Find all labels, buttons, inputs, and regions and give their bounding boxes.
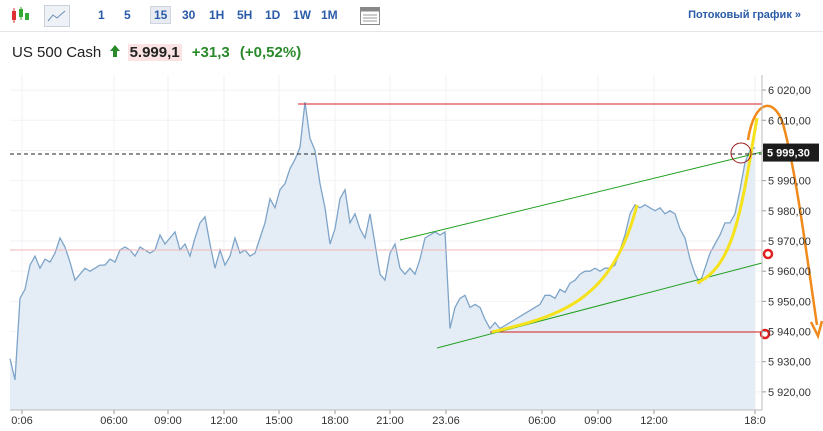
area-fill: [10, 102, 755, 410]
interval-button[interactable]: 15: [150, 6, 172, 24]
x-tick-label: 18:0: [744, 415, 765, 427]
interval-button[interactable]: 5H: [237, 8, 253, 22]
table-icon[interactable]: [360, 7, 380, 25]
interval-button[interactable]: 1W: [293, 8, 311, 22]
y-tick-label: 5 940,00: [768, 327, 811, 339]
interval-button[interactable]: 30: [182, 8, 196, 22]
y-tick-label: 5 960,00: [768, 266, 811, 278]
y-tick-label: 5 970,00: [768, 236, 811, 248]
y-tick-label: 5 980,00: [768, 206, 811, 218]
up-arrow: [110, 45, 121, 57]
x-tick-label: 15:00: [265, 415, 293, 427]
x-tick-label: 12:00: [210, 415, 238, 427]
price-line: [9, 102, 756, 380]
interval-button[interactable]: 5: [124, 8, 131, 22]
y-tick-label: 5 990,00: [768, 176, 811, 188]
change: +31,3: [191, 44, 230, 61]
streaming-link[interactable]: Потоковый график »: [688, 9, 801, 21]
last-price-box: [763, 143, 819, 162]
marker-circle: [762, 248, 774, 260]
interval-button[interactable]: 1D: [265, 8, 281, 22]
interval-button[interactable]: 1H: [209, 8, 225, 22]
forecast-arrow: [746, 104, 819, 326]
interval-button[interactable]: 1: [98, 8, 105, 22]
channel-line: [399, 151, 763, 241]
last-price-label: 5 999,30: [767, 148, 810, 160]
x-tick-label: 09:00: [584, 415, 612, 427]
marker-circle: [759, 328, 771, 340]
area-icon[interactable]: [44, 5, 70, 27]
y-tick-label: 6 010,00: [768, 115, 811, 127]
trend-curve: [491, 204, 639, 334]
marker-circle: [730, 142, 752, 164]
change-percent: (+0,52%): [239, 44, 302, 61]
annotations: [10, 103, 823, 349]
axis-layer: 5 920,00 5 930,00 5 940,00 5 950,00 5 960,00…: [10, 75, 819, 427]
x-tick-label: 06:00: [528, 415, 556, 427]
x-tick-label: 09:00: [154, 415, 182, 427]
y-tick-label: 5 930,00: [768, 357, 811, 369]
y-tick-label: 5 920,00: [768, 387, 811, 399]
x-tick-label: 23.06: [432, 415, 460, 427]
x-tick-label: 06:00: [100, 415, 128, 427]
x-tick-label: 18:00: [321, 415, 349, 427]
quote-header: US 500 Cash 5.999,1 +31,3 (+0,52%): [12, 43, 301, 61]
plot-area: Investing.com: [9, 75, 762, 410]
x-tick-label: 0:06: [11, 415, 32, 427]
x-tick-label: 21:00: [376, 415, 404, 427]
y-tick-label: 5 950,00: [768, 296, 811, 308]
arrow-head: [809, 320, 823, 340]
toolbar: 1 5 15 30 1H 5H 1D 1W 1M Потоковый график »: [0, 0, 823, 32]
y-tick-label: 6 020,00: [768, 85, 811, 97]
candles-icon[interactable]: [10, 6, 30, 26]
last-price: 5.999,1: [127, 44, 182, 61]
instrument-name: US 500 Cash: [12, 44, 102, 61]
x-tick-label: 12:00: [640, 415, 668, 427]
trend-curve: [696, 117, 759, 285]
interval-button[interactable]: 1M: [321, 8, 338, 22]
